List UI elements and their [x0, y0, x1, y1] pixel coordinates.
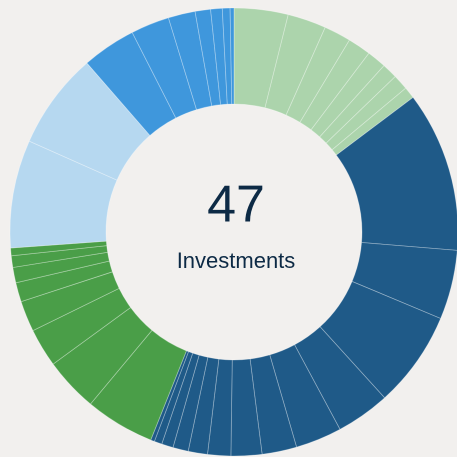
total-label: Investments	[177, 248, 296, 273]
donut-segment	[194, 8, 222, 107]
donut-segment	[269, 344, 341, 448]
donut-segment	[52, 306, 153, 405]
donut-segment	[12, 251, 110, 284]
donut-segment	[10, 240, 108, 257]
donut-segment	[285, 26, 351, 123]
donut-segment	[10, 245, 109, 268]
donut-segment	[20, 271, 120, 332]
donut-segment	[249, 354, 298, 455]
donut-segment	[9, 140, 118, 249]
donut-segment	[221, 7, 233, 105]
donut-segment	[167, 10, 213, 111]
donut-segment	[210, 7, 228, 106]
donut-segment	[229, 7, 235, 105]
donut-segment	[230, 358, 263, 457]
donut-segment	[325, 75, 407, 151]
donut-segment	[172, 354, 209, 452]
donut-segment	[335, 96, 457, 251]
total-value: 47	[207, 176, 265, 234]
donut-segment	[161, 352, 200, 449]
donut-segment	[89, 329, 187, 441]
donut-segment	[187, 356, 220, 455]
donut-segment	[153, 351, 194, 445]
donut-segment	[86, 31, 177, 137]
donut-segment	[150, 350, 190, 442]
donut-segment	[310, 52, 385, 138]
donut-segment	[207, 358, 233, 457]
